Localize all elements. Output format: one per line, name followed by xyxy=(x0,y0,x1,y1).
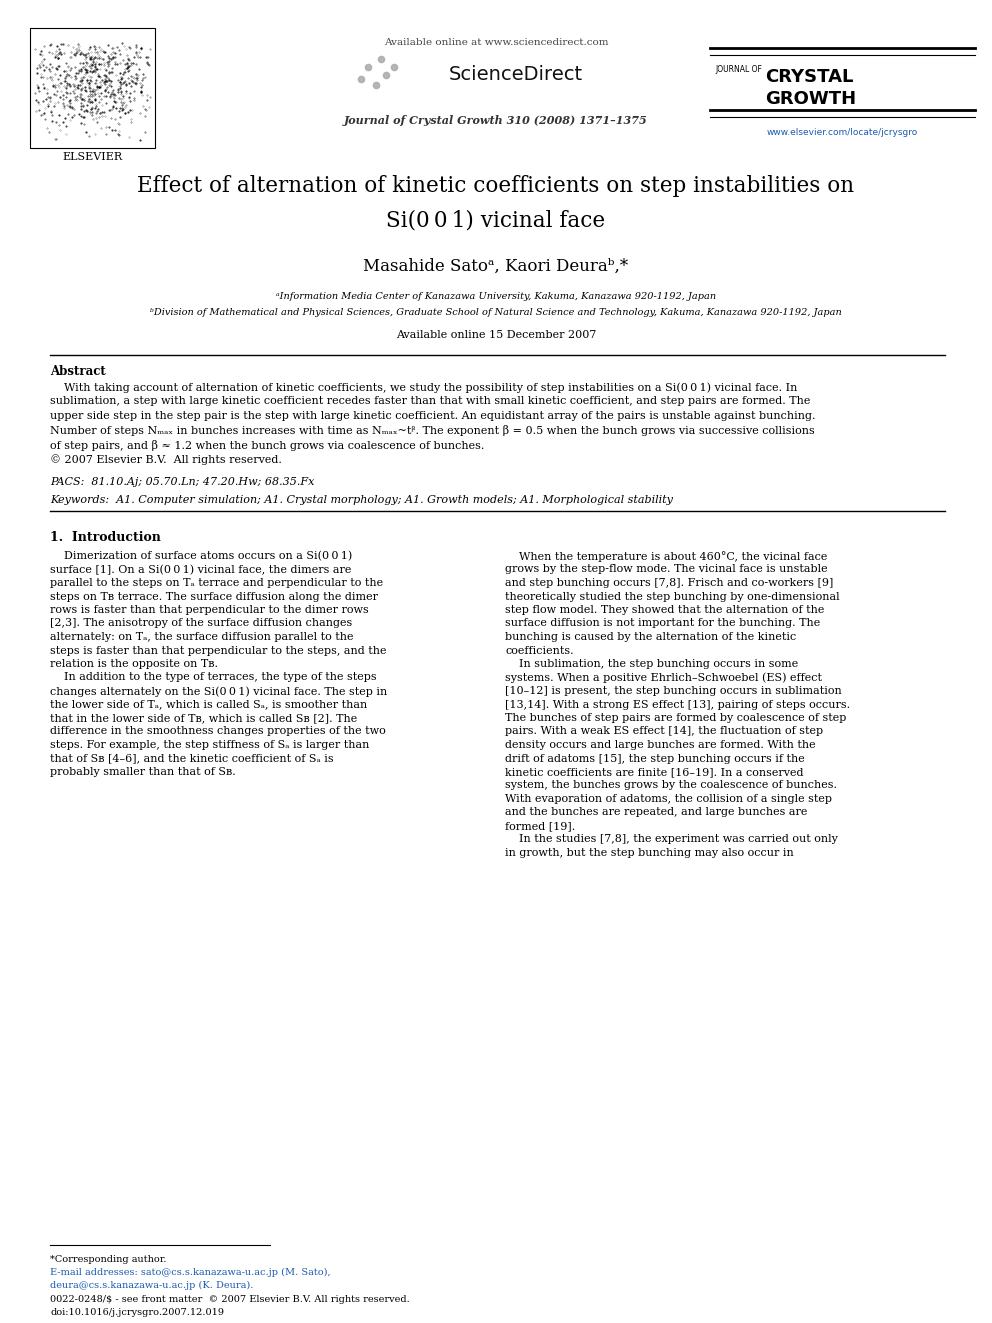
Text: In sublimation, the step bunching occurs in some: In sublimation, the step bunching occurs… xyxy=(505,659,799,669)
Text: rows is faster than that perpendicular to the dimer rows: rows is faster than that perpendicular t… xyxy=(50,605,369,615)
Text: that of Sʙ [4–6], and the kinetic coefficient of Sₐ is: that of Sʙ [4–6], and the kinetic coeffi… xyxy=(50,754,333,763)
Text: Dimerization of surface atoms occurs on a Si(0 0 1): Dimerization of surface atoms occurs on … xyxy=(50,550,352,561)
FancyBboxPatch shape xyxy=(30,28,155,148)
Text: bunching is caused by the alternation of the kinetic: bunching is caused by the alternation of… xyxy=(505,632,797,642)
Text: surface diffusion is not important for the bunching. The: surface diffusion is not important for t… xyxy=(505,618,820,628)
Text: doi:10.1016/j.jcrysgro.2007.12.019: doi:10.1016/j.jcrysgro.2007.12.019 xyxy=(50,1308,224,1316)
Text: Keywords:  A1. Computer simulation; A1. Crystal morphology; A1. Growth models; A: Keywords: A1. Computer simulation; A1. C… xyxy=(50,495,673,505)
Text: and step bunching occurs [7,8]. Frisch and co-workers [9]: and step bunching occurs [7,8]. Frisch a… xyxy=(505,578,833,587)
Text: 1.  Introduction: 1. Introduction xyxy=(50,531,161,544)
Text: systems. When a positive Ehrlich–Schwoebel (ES) effect: systems. When a positive Ehrlich–Schwoeb… xyxy=(505,672,822,683)
Text: system, the bunches grows by the coalescence of bunches.: system, the bunches grows by the coalesc… xyxy=(505,781,837,791)
Text: probably smaller than that of Sʙ.: probably smaller than that of Sʙ. xyxy=(50,767,236,777)
Text: Available online 15 December 2007: Available online 15 December 2007 xyxy=(396,329,596,340)
Text: step flow model. They showed that the alternation of the: step flow model. They showed that the al… xyxy=(505,605,824,615)
Text: www.elsevier.com/locate/jcrysgro: www.elsevier.com/locate/jcrysgro xyxy=(767,128,919,138)
Text: and the bunches are repeated, and large bunches are: and the bunches are repeated, and large … xyxy=(505,807,807,818)
Text: ᵇDivision of Mathematical and Physical Sciences, Graduate School of Natural Scie: ᵇDivision of Mathematical and Physical S… xyxy=(150,308,842,318)
Text: theoretically studied the step bunching by one-dimensional: theoretically studied the step bunching … xyxy=(505,591,839,602)
Text: Abstract: Abstract xyxy=(50,365,106,378)
Text: When the temperature is about 460°C, the vicinal face: When the temperature is about 460°C, the… xyxy=(505,550,827,562)
Text: *Corresponding author.: *Corresponding author. xyxy=(50,1256,167,1263)
Text: ᵃInformation Media Center of Kanazawa University, Kakuma, Kanazawa 920-1192, Jap: ᵃInformation Media Center of Kanazawa Un… xyxy=(276,292,716,302)
Text: [10–12] is present, the step bunching occurs in sublimation: [10–12] is present, the step bunching oc… xyxy=(505,687,842,696)
Text: JOURNAL OF: JOURNAL OF xyxy=(715,65,762,74)
Text: In addition to the type of terraces, the type of the steps: In addition to the type of terraces, the… xyxy=(50,672,377,683)
Text: changes alternately on the Si(0 0 1) vicinal face. The step in: changes alternately on the Si(0 0 1) vic… xyxy=(50,687,387,697)
Text: In the studies [7,8], the experiment was carried out only: In the studies [7,8], the experiment was… xyxy=(505,835,838,844)
Text: With evaporation of adatoms, the collision of a single step: With evaporation of adatoms, the collisi… xyxy=(505,794,832,804)
Text: of step pairs, and β ≈ 1.2 when the bunch grows via coalescence of bunches.: of step pairs, and β ≈ 1.2 when the bunc… xyxy=(50,441,484,451)
Text: surface [1]. On a Si(0 0 1) vicinal face, the dimers are: surface [1]. On a Si(0 0 1) vicinal face… xyxy=(50,565,351,576)
Text: steps. For example, the step stiffness of Sₐ is larger than: steps. For example, the step stiffness o… xyxy=(50,740,369,750)
Text: upper side step in the step pair is the step with large kinetic coefficient. An : upper side step in the step pair is the … xyxy=(50,411,815,421)
Text: steps is faster than that perpendicular to the steps, and the: steps is faster than that perpendicular … xyxy=(50,646,387,655)
Text: CRYSTAL: CRYSTAL xyxy=(765,67,853,86)
Text: kinetic coefficients are finite [16–19]. In a conserved: kinetic coefficients are finite [16–19].… xyxy=(505,767,804,777)
Text: 0022-0248/$ - see front matter  © 2007 Elsevier B.V. All rights reserved.: 0022-0248/$ - see front matter © 2007 El… xyxy=(50,1295,410,1304)
Text: that in the lower side of Tʙ, which is called Sʙ [2]. The: that in the lower side of Tʙ, which is c… xyxy=(50,713,357,722)
Text: the lower side of Tₐ, which is called Sₐ, is smoother than: the lower side of Tₐ, which is called Sₐ… xyxy=(50,700,367,709)
Text: PACS:  81.10.Aj; 05.70.Ln; 47.20.Hw; 68.35.Fx: PACS: 81.10.Aj; 05.70.Ln; 47.20.Hw; 68.3… xyxy=(50,478,314,487)
Text: difference in the smoothness changes properties of the two: difference in the smoothness changes pro… xyxy=(50,726,386,737)
Text: sublimation, a step with large kinetic coefficient recedes faster than that with: sublimation, a step with large kinetic c… xyxy=(50,397,810,406)
Text: ScienceDirect: ScienceDirect xyxy=(449,65,583,83)
Text: in growth, but the step bunching may also occur in: in growth, but the step bunching may als… xyxy=(505,848,794,859)
Text: Journal of Crystal Growth 310 (2008) 1371–1375: Journal of Crystal Growth 310 (2008) 137… xyxy=(344,115,648,126)
Text: deura@cs.s.kanazawa-u.ac.jp (K. Deura).: deura@cs.s.kanazawa-u.ac.jp (K. Deura). xyxy=(50,1281,253,1290)
Text: parallel to the steps on Tₐ terrace and perpendicular to the: parallel to the steps on Tₐ terrace and … xyxy=(50,578,383,587)
Text: [2,3]. The anisotropy of the surface diffusion changes: [2,3]. The anisotropy of the surface dif… xyxy=(50,618,352,628)
Text: ELSEVIER: ELSEVIER xyxy=(62,152,123,161)
Text: grows by the step-flow mode. The vicinal face is unstable: grows by the step-flow mode. The vicinal… xyxy=(505,565,827,574)
Text: relation is the opposite on Tʙ.: relation is the opposite on Tʙ. xyxy=(50,659,218,669)
Text: The bunches of step pairs are formed by coalescence of step: The bunches of step pairs are formed by … xyxy=(505,713,846,722)
Text: density occurs and large bunches are formed. With the: density occurs and large bunches are for… xyxy=(505,740,815,750)
Text: pairs. With a weak ES effect [14], the fluctuation of step: pairs. With a weak ES effect [14], the f… xyxy=(505,726,823,737)
Text: [13,14]. With a strong ES effect [13], pairing of steps occurs.: [13,14]. With a strong ES effect [13], p… xyxy=(505,700,850,709)
Text: Effect of alternation of kinetic coefficients on step instabilities on: Effect of alternation of kinetic coeffic… xyxy=(138,175,854,197)
Text: coefficients.: coefficients. xyxy=(505,646,573,655)
Text: formed [19].: formed [19]. xyxy=(505,822,575,831)
Text: steps on Tʙ terrace. The surface diffusion along the dimer: steps on Tʙ terrace. The surface diffusi… xyxy=(50,591,378,602)
Text: Available online at www.sciencedirect.com: Available online at www.sciencedirect.co… xyxy=(384,38,608,48)
Text: alternately: on Tₐ, the surface diffusion parallel to the: alternately: on Tₐ, the surface diffusio… xyxy=(50,632,353,642)
Text: drift of adatoms [15], the step bunching occurs if the: drift of adatoms [15], the step bunching… xyxy=(505,754,805,763)
Text: E-mail addresses: sato@cs.s.kanazawa-u.ac.jp (M. Sato),: E-mail addresses: sato@cs.s.kanazawa-u.a… xyxy=(50,1267,330,1277)
Text: With taking account of alternation of kinetic coefficients, we study the possibi: With taking account of alternation of ki… xyxy=(50,382,798,393)
Text: Number of steps Nₘₐₓ in bunches increases with time as Nₘₐₓ~tᵝ. The exponent β =: Number of steps Nₘₐₓ in bunches increase… xyxy=(50,426,814,437)
Text: Si(0 0 1) vicinal face: Si(0 0 1) vicinal face xyxy=(387,210,605,232)
Text: GROWTH: GROWTH xyxy=(765,90,856,108)
Text: Masahide Satoᵃ, Kaori Deuraᵇ,*: Masahide Satoᵃ, Kaori Deuraᵇ,* xyxy=(363,258,629,275)
Text: © 2007 Elsevier B.V.  All rights reserved.: © 2007 Elsevier B.V. All rights reserved… xyxy=(50,455,282,466)
